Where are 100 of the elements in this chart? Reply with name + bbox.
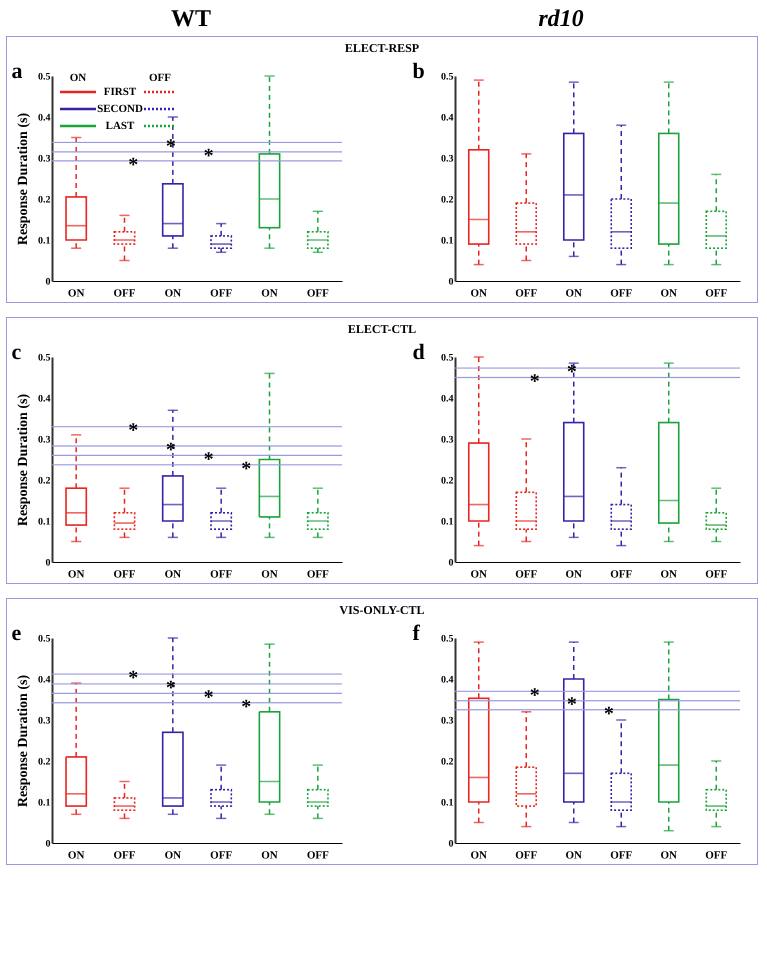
y-tick-label: 0.3 bbox=[441, 434, 454, 446]
x-tick-label: ON bbox=[68, 288, 84, 300]
x-tick-label: ON bbox=[470, 850, 488, 862]
x-tick-label: OFF bbox=[210, 850, 232, 862]
x-tick-label: OFF bbox=[114, 568, 136, 580]
ref-line-label: * bbox=[530, 684, 540, 706]
ref-line-label: * bbox=[166, 135, 176, 158]
ref-line-label: * bbox=[241, 458, 252, 480]
y-tick-label: 0.2 bbox=[38, 476, 50, 486]
x-tick-label: ON bbox=[470, 288, 488, 300]
x-tick-label: OFF bbox=[210, 568, 232, 580]
y-tick-label: 0.5 bbox=[38, 634, 50, 644]
y-tick-label: 0.1 bbox=[441, 236, 454, 246]
text: VIS-ONLY-CTL bbox=[338, 602, 426, 618]
y-tick-label: 0.4 bbox=[38, 112, 50, 124]
x-tick-label: ON bbox=[566, 288, 582, 300]
x-tick-label: OFF bbox=[705, 288, 728, 300]
x-tick-label: OFF bbox=[306, 288, 330, 300]
chart-title: a bbox=[12, 58, 22, 83]
x-tick-label: OFF bbox=[610, 568, 633, 580]
ref-line-label: * bbox=[166, 676, 176, 699]
x-tick-label: OFF bbox=[705, 850, 728, 862]
x-tick-label: ON bbox=[164, 288, 182, 300]
y-tick-label: 0.3 bbox=[38, 716, 50, 726]
y-tick-label: 0.3 bbox=[441, 154, 454, 164]
y-tick-label: 0.3 bbox=[441, 716, 454, 726]
ref-line-label: * bbox=[204, 448, 214, 470]
text: ELECT-CTL bbox=[346, 321, 418, 337]
chart-title: f bbox=[412, 620, 420, 645]
x-tick-label: ON bbox=[660, 288, 678, 300]
ref-line-label: * bbox=[128, 667, 138, 690]
ref-line-label: * bbox=[566, 361, 577, 384]
annotation: ON bbox=[70, 72, 86, 84]
chart-title: b bbox=[412, 58, 425, 83]
y-tick-label: 0.4 bbox=[441, 112, 454, 124]
y-tick-label: 0.5 bbox=[441, 352, 454, 364]
chart-title: e bbox=[12, 620, 22, 645]
y-tick-label: 0.5 bbox=[38, 352, 50, 364]
y-tick-label: 0.2 bbox=[441, 194, 454, 206]
text: WT bbox=[170, 6, 212, 34]
x-tick-label: OFF bbox=[705, 568, 728, 580]
y-tick-label: 0.2 bbox=[441, 476, 454, 486]
x-tick-label: ON bbox=[68, 568, 84, 580]
legend-label: LAST bbox=[106, 120, 136, 132]
ref-line-label: * bbox=[241, 696, 252, 718]
x-tick-label: OFF bbox=[306, 568, 330, 580]
y-tick-label: 0 bbox=[46, 276, 50, 288]
y-axis-title: Response Duration (s) bbox=[16, 112, 31, 246]
y-tick-label: 0 bbox=[46, 558, 50, 568]
y-tick-label: 0.5 bbox=[441, 634, 454, 644]
x-tick-label: OFF bbox=[610, 850, 633, 862]
y-tick-label: 0.4 bbox=[441, 674, 454, 686]
y-tick-label: 0.1 bbox=[38, 798, 50, 808]
ref-line-label: * bbox=[604, 702, 614, 725]
y-tick-label: 0.2 bbox=[441, 756, 454, 768]
legend-label: FIRST bbox=[104, 86, 137, 98]
ref-line-label: * bbox=[128, 420, 138, 442]
annotation: OFF bbox=[149, 72, 172, 84]
x-tick-label: OFF bbox=[515, 568, 538, 580]
y-tick-label: 0.2 bbox=[38, 756, 50, 768]
x-tick-label: ON bbox=[261, 850, 278, 862]
x-tick-label: ON bbox=[660, 850, 678, 862]
y-tick-label: 0.5 bbox=[441, 72, 454, 82]
chart-title: d bbox=[412, 339, 425, 364]
x-tick-label: ON bbox=[566, 568, 582, 580]
x-tick-label: ON bbox=[261, 288, 278, 300]
text: ELECT-RESP bbox=[344, 40, 420, 56]
y-tick-label: 0.1 bbox=[38, 236, 50, 246]
x-tick-label: ON bbox=[660, 568, 678, 580]
y-tick-label: 0.1 bbox=[441, 516, 454, 528]
x-tick-label: ON bbox=[164, 568, 182, 580]
y-tick-label: 0.3 bbox=[38, 154, 50, 164]
x-tick-label: OFF bbox=[515, 288, 538, 300]
ref-line-label: * bbox=[566, 694, 577, 716]
ref-line-label: * bbox=[204, 686, 214, 708]
x-tick-label: ON bbox=[68, 850, 84, 862]
y-tick-label: 0.2 bbox=[38, 194, 50, 206]
chart-title: c bbox=[12, 339, 22, 364]
text: rd10 bbox=[537, 6, 585, 34]
x-tick-label: ON bbox=[470, 568, 488, 580]
ref-line-label: * bbox=[128, 154, 138, 176]
y-tick-label: 0.1 bbox=[38, 516, 50, 528]
x-tick-label: OFF bbox=[210, 288, 232, 300]
legend-label: SECOND bbox=[97, 103, 143, 115]
x-tick-label: OFF bbox=[515, 850, 538, 862]
ref-line-label: * bbox=[530, 370, 540, 392]
y-tick-label: 0 bbox=[448, 276, 454, 288]
y-axis-title: Response Duration (s) bbox=[16, 394, 31, 526]
y-axis-title: Response Duration (s) bbox=[16, 674, 31, 808]
y-tick-label: 0.3 bbox=[38, 434, 50, 446]
y-tick-label: 0.4 bbox=[38, 394, 50, 404]
x-tick-label: ON bbox=[261, 568, 278, 580]
y-tick-label: 0.4 bbox=[38, 674, 50, 686]
y-tick-label: 0.1 bbox=[441, 798, 454, 808]
x-tick-label: OFF bbox=[114, 850, 136, 862]
x-tick-label: OFF bbox=[114, 288, 136, 300]
y-tick-label: 0 bbox=[448, 838, 454, 850]
ref-line-label: * bbox=[166, 438, 176, 461]
x-tick-label: OFF bbox=[610, 288, 633, 300]
y-tick-label: 0 bbox=[46, 838, 50, 850]
